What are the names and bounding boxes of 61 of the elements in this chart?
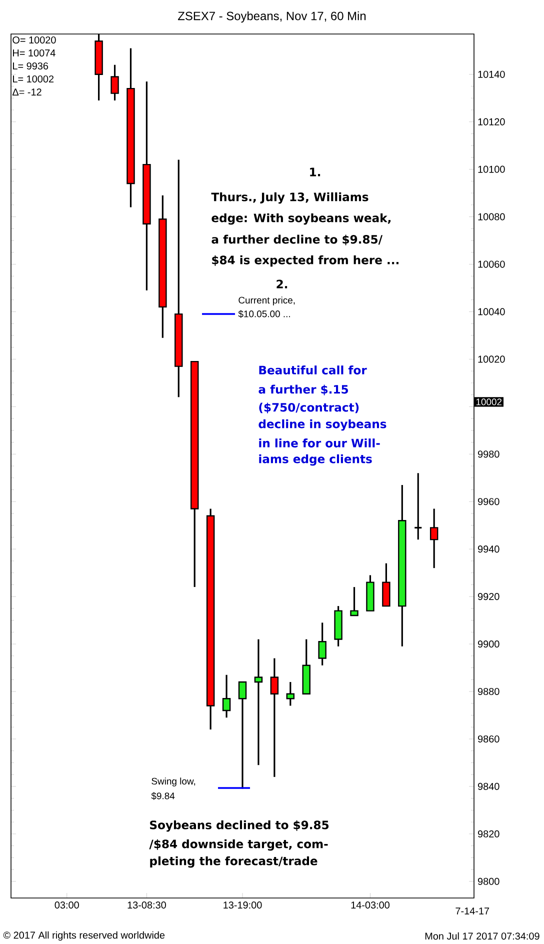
candlestick — [382, 562, 390, 607]
y-tick-label: 10060 — [478, 260, 505, 268]
annotation: /$84 downside target, com- — [149, 839, 328, 851]
text: Mon Jul 17 2017 07:34:09 — [425, 932, 540, 940]
candlestick — [430, 508, 438, 569]
text: © 2017 All rights reserved worldwide — [3, 931, 165, 941]
annotation: $9.84 — [151, 792, 175, 800]
y-tick-label: 9880 — [478, 688, 500, 696]
annotation: Thurs., July 13, Williams — [211, 192, 368, 204]
annotation: ($750/contract) — [259, 402, 359, 414]
annotation: in line for our Will- — [259, 438, 380, 448]
y-tick-label: 10120 — [478, 118, 505, 126]
y-tick-label: 10040 — [478, 308, 505, 316]
candlestick — [414, 472, 422, 540]
x-tick-label: 13-19:00 — [224, 902, 262, 909]
y-tick-label: 10100 — [478, 166, 505, 173]
annotation: a further $.15 — [258, 384, 348, 396]
candlestick — [350, 586, 358, 616]
annotation: Δ= -12 — [12, 88, 42, 96]
annotation: iams edge clients — [259, 454, 372, 466]
annotation: Current price, — [238, 296, 295, 306]
candlestick — [222, 674, 231, 718]
chart-title: ZSEX7 - Soybeans, Nov 17, 60 Min — [178, 11, 366, 23]
y-tick-label: 9980 — [478, 450, 500, 458]
annotation: Beautiful call for — [259, 366, 367, 374]
annotation: Swing low, — [152, 778, 196, 786]
y-tick-label: 10080 — [478, 213, 505, 220]
y-tick-label: 9860 — [478, 735, 500, 742]
annotation: 1. — [310, 168, 320, 176]
annotation: H= 10074 — [13, 49, 56, 57]
x-tick-label: 03:00 — [54, 902, 79, 909]
y-tick-label: 9940 — [478, 546, 500, 553]
x-tick-label: 13-08:30 — [128, 902, 166, 909]
annotation: $10.05.00 ... — [238, 310, 290, 318]
annotation: $84 is expected from here ... — [212, 255, 398, 267]
annotation: a further decline to $9.85/ — [212, 234, 383, 246]
annotation: Soybeans declined to $9.85 — [150, 820, 329, 832]
y-tick-label: 9820 — [478, 830, 500, 838]
y-tick-label: 9840 — [478, 782, 500, 790]
candlestick — [318, 622, 326, 666]
y-tick-label: 9920 — [478, 593, 500, 600]
annotation: pleting the forecast/trade — [150, 856, 318, 868]
y-tick-label: 9900 — [478, 640, 500, 648]
candlestick — [270, 657, 279, 778]
candlestick — [110, 64, 119, 102]
annotation: edge: With soybeans weak, — [212, 213, 390, 225]
y-tick-label: 10020 — [478, 356, 505, 363]
annotation: 2. — [276, 280, 288, 288]
candlestick — [254, 638, 263, 766]
annotation: L= 10002 — [13, 75, 54, 83]
annotation: L= 9936 — [13, 62, 48, 70]
annotation: 10002 — [476, 398, 502, 406]
annotation: O= 10020 — [12, 36, 56, 44]
y-tick-label: 10140 — [478, 70, 505, 78]
annotation: decline in soybeans — [258, 419, 386, 431]
x-tick-label: 14-03:00 — [351, 902, 390, 909]
text: 7-14-17 — [456, 908, 490, 914]
candlestick — [286, 681, 295, 707]
y-tick-label: 9960 — [478, 498, 500, 506]
y-tick-label: 9800 — [478, 878, 500, 885]
candlestick — [238, 681, 247, 790]
